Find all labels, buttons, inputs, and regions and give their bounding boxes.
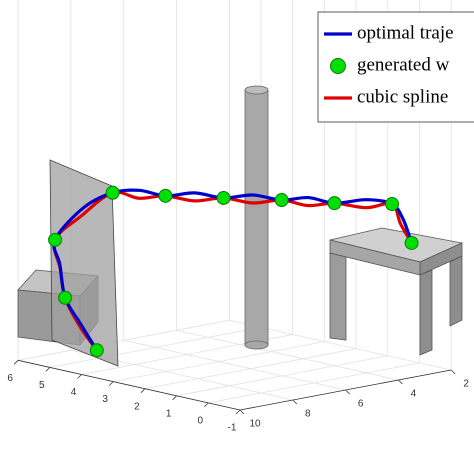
pillar-top <box>244 85 269 95</box>
y-tick-label: 2 <box>134 401 140 412</box>
waypoint <box>327 196 342 211</box>
y-tick <box>235 409 241 415</box>
y-tick <box>77 374 82 379</box>
data <box>48 185 419 358</box>
y-tick-label: 0 <box>198 416 204 427</box>
table-leg <box>329 252 347 341</box>
x-tick <box>345 389 350 395</box>
waypoint <box>48 232 63 247</box>
x-tick-label: 6 <box>358 399 364 410</box>
x-tick <box>450 369 456 375</box>
y-tick-label: 6 <box>7 373 13 384</box>
legend-label: cubic spline <box>357 86 448 107</box>
y-tick <box>13 360 19 365</box>
y-tick-label: 5 <box>39 380 45 391</box>
table-leg <box>419 269 433 356</box>
legend-marker <box>330 58 346 74</box>
legend-label: optimal traje <box>357 22 454 43</box>
legend-label: generated w <box>357 54 450 75</box>
axis-line <box>18 359 241 411</box>
waypoint <box>404 235 419 250</box>
x-tick-label: 10 <box>249 419 261 430</box>
y-tick-label: -1 <box>228 423 237 434</box>
y-tick-label: 1 <box>166 408 172 419</box>
waypoint <box>58 290 73 305</box>
y-tick <box>45 367 51 372</box>
axis-line <box>239 369 452 411</box>
waypoint <box>274 193 289 208</box>
x-tick <box>239 409 245 415</box>
legend: optimal traje generated w cubic spline <box>317 11 474 123</box>
pillar-base <box>244 340 269 350</box>
x-tick-label: 8 <box>305 409 311 420</box>
x-tick-label: 2 <box>463 379 469 390</box>
y-tick-label: 3 <box>102 394 108 405</box>
y-tick <box>108 381 114 386</box>
table-leg <box>449 255 463 327</box>
waypoint <box>105 185 120 200</box>
obstacles <box>17 85 464 367</box>
grid-line <box>81 0 294 375</box>
y-tick <box>172 395 177 401</box>
x-tick <box>398 379 403 385</box>
pillar <box>244 89 269 346</box>
y-tick-label: 4 <box>71 387 77 398</box>
waypoint <box>89 343 104 358</box>
y-tick <box>204 402 209 408</box>
y-tick <box>140 388 146 393</box>
x-tick <box>292 399 298 405</box>
waypoint <box>216 190 231 205</box>
wall <box>49 159 119 367</box>
trajectory <box>52 188 414 352</box>
x-tick-label: 4 <box>411 389 417 400</box>
waypoint <box>385 197 400 212</box>
waypoint <box>158 188 173 203</box>
